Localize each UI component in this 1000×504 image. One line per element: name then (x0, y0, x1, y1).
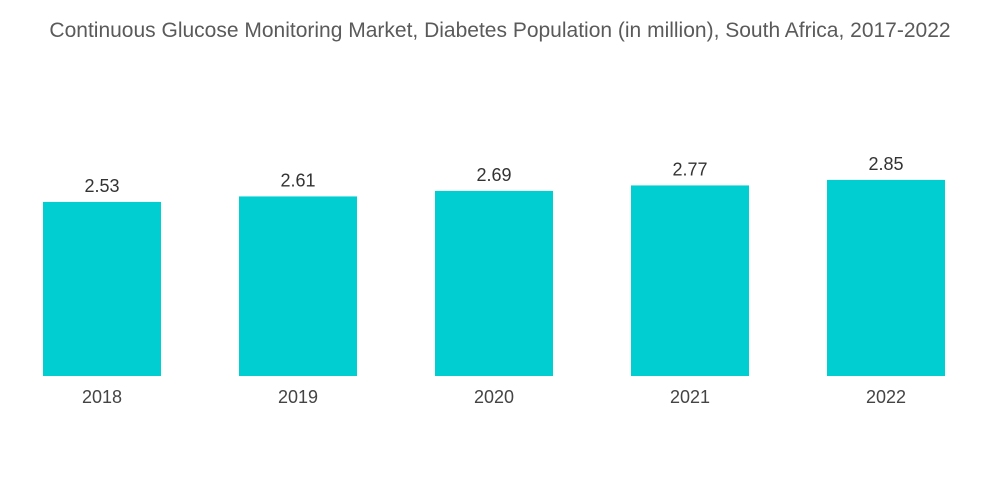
x-tick-label: 2020 (474, 387, 514, 407)
x-tick-label: 2021 (670, 387, 710, 407)
bar-2021 (631, 185, 749, 376)
bar-2020 (435, 190, 553, 376)
x-tick-label: 2022 (866, 387, 906, 407)
bar-2019 (239, 196, 357, 376)
data-label: 2.77 (672, 159, 707, 179)
x-tick-label: 2018 (82, 387, 122, 407)
chart-title: Continuous Glucose Monitoring Market, Di… (49, 19, 951, 42)
x-tick-label: 2019 (278, 387, 318, 407)
bar-2022 (827, 179, 945, 376)
data-label: 2.61 (280, 170, 315, 190)
bar-2018 (43, 201, 161, 376)
data-label: 2.53 (84, 176, 119, 196)
data-label: 2.69 (476, 165, 511, 185)
data-label: 2.85 (868, 154, 903, 174)
